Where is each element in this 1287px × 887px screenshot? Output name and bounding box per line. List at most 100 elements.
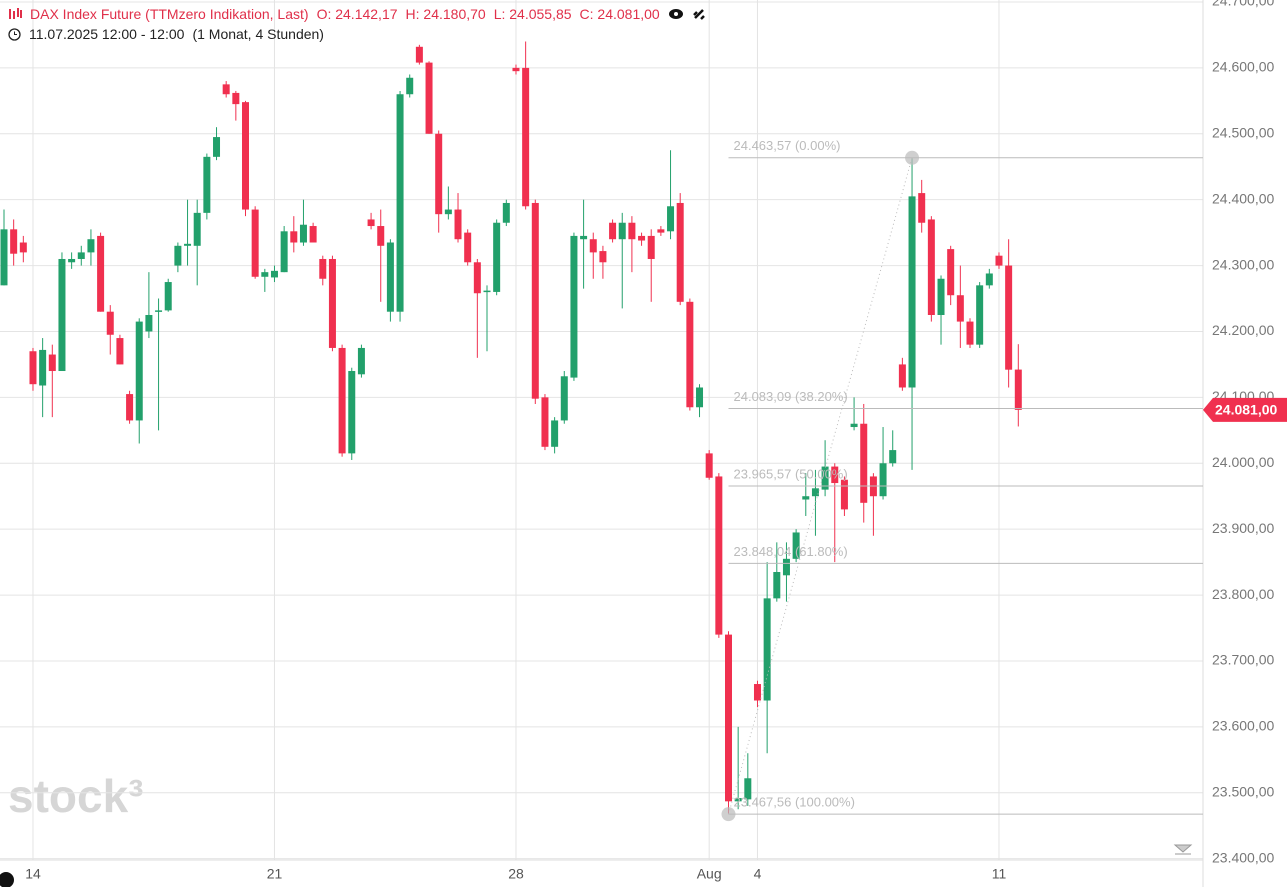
candle-body bbox=[377, 226, 385, 246]
candle-body bbox=[686, 301, 694, 408]
candle-body bbox=[222, 84, 230, 95]
candle-body bbox=[29, 351, 37, 385]
y-tick-label: 24.500,00 bbox=[1212, 124, 1274, 140]
candle-body bbox=[1014, 369, 1022, 410]
candle-body bbox=[251, 209, 259, 277]
candle-body bbox=[831, 466, 839, 484]
y-tick-label: 24.200,00 bbox=[1212, 322, 1274, 338]
candle-body bbox=[502, 202, 510, 223]
y-tick-label: 24.000,00 bbox=[1212, 454, 1274, 470]
candle-body bbox=[947, 249, 955, 296]
candle-body bbox=[840, 479, 848, 510]
clock-icon bbox=[8, 27, 21, 41]
candle-body bbox=[908, 196, 916, 388]
ohlc: C: 24.081,00 bbox=[579, 6, 660, 22]
candle-body bbox=[270, 270, 278, 278]
header-line: 11.07.2025 12:00 - 12:00 (1 Monat, 4 Stu… bbox=[8, 26, 324, 42]
candle-body bbox=[106, 311, 114, 335]
eye-icon[interactable] bbox=[668, 8, 684, 20]
candle-body bbox=[435, 133, 443, 215]
candle-body bbox=[638, 235, 646, 241]
candle-body bbox=[444, 209, 452, 215]
candle-body bbox=[116, 338, 124, 365]
candle-body bbox=[589, 239, 597, 253]
fib-label: 23.848,04 (61.80%) bbox=[734, 544, 848, 559]
candle-body bbox=[667, 206, 675, 232]
candle-body bbox=[261, 272, 269, 277]
candle-body bbox=[232, 92, 240, 105]
candle-body bbox=[299, 224, 307, 243]
chart-icon bbox=[9, 8, 22, 19]
price-tag bbox=[1203, 397, 1287, 422]
candle-body bbox=[126, 394, 134, 421]
fib-label: 23.467,56 (100.00%) bbox=[734, 795, 855, 810]
candle-body bbox=[48, 354, 56, 372]
header-line: DAX Index Future (TTMzero Indikation, La… bbox=[8, 6, 706, 22]
candle-body bbox=[357, 347, 365, 375]
fib-connector bbox=[728, 157, 913, 815]
fib-label: 24.463,57 (0.00%) bbox=[734, 138, 841, 153]
y-tick-label: 24.400,00 bbox=[1212, 190, 1274, 206]
period: 11.07.2025 12:00 - 12:00 bbox=[29, 26, 185, 42]
candle-body bbox=[10, 229, 18, 254]
candle-body bbox=[609, 222, 617, 240]
candle-body bbox=[725, 634, 732, 802]
candle-body bbox=[338, 347, 346, 454]
candle-body bbox=[850, 423, 858, 428]
x-tick-label: 28 bbox=[508, 866, 524, 882]
candle-body bbox=[927, 219, 935, 315]
x-tick-label: 14 bbox=[25, 866, 41, 882]
candle-body bbox=[570, 235, 578, 378]
candle-body bbox=[193, 212, 201, 246]
candle-body bbox=[425, 62, 433, 134]
candle-body bbox=[773, 572, 781, 599]
candle-body bbox=[696, 387, 704, 408]
candle-body bbox=[879, 463, 887, 497]
candle-body bbox=[406, 77, 414, 95]
y-tick-label: 24.600,00 bbox=[1212, 59, 1274, 75]
ohlc: O: 24.142,17 bbox=[316, 6, 398, 22]
candle-body bbox=[985, 273, 993, 286]
candle-body bbox=[454, 209, 462, 240]
candle-body bbox=[898, 364, 906, 388]
candle-body bbox=[464, 232, 472, 263]
watermark: stock³ bbox=[8, 770, 143, 822]
candle-body bbox=[512, 67, 520, 72]
instrument: DAX Index Future (TTMzero Indikation, La… bbox=[30, 6, 309, 22]
y-tick-label: 24.700,00 bbox=[1212, 0, 1274, 9]
candle-body bbox=[599, 251, 607, 263]
candle-body bbox=[522, 67, 530, 207]
candle-body bbox=[715, 476, 723, 635]
candle-body bbox=[290, 231, 298, 243]
candle-body bbox=[348, 371, 356, 454]
candle-body bbox=[956, 295, 964, 322]
candle-body bbox=[280, 231, 288, 273]
candle-body bbox=[58, 258, 66, 372]
fib-anchor bbox=[721, 807, 736, 822]
candle-body bbox=[753, 684, 761, 701]
link-icon[interactable] bbox=[692, 7, 706, 21]
candle-body bbox=[319, 258, 327, 279]
y-tick-label: 23.900,00 bbox=[1212, 520, 1274, 536]
candle-body bbox=[918, 193, 926, 223]
y-tick-label: 23.400,00 bbox=[1212, 849, 1274, 865]
candle-body bbox=[937, 278, 945, 315]
x-tick-label: 21 bbox=[267, 866, 283, 882]
candle-body bbox=[628, 222, 636, 240]
ohlc: H: 24.180,70 bbox=[405, 6, 486, 22]
candle-body bbox=[155, 310, 163, 312]
candle-body bbox=[551, 420, 559, 447]
candle-body bbox=[97, 235, 105, 312]
candle-body bbox=[0, 229, 8, 286]
candle-body bbox=[792, 532, 800, 559]
candle-body bbox=[734, 798, 742, 802]
candle-body bbox=[328, 258, 336, 348]
candle-body bbox=[39, 349, 47, 386]
candle-body bbox=[618, 222, 626, 240]
candle-body bbox=[995, 255, 1003, 266]
fib-label: 23.965,57 (50.00%) bbox=[734, 466, 848, 481]
candle-body bbox=[531, 202, 539, 399]
candle-body bbox=[77, 252, 85, 259]
ohlc: L: 24.055,85 bbox=[493, 6, 572, 22]
